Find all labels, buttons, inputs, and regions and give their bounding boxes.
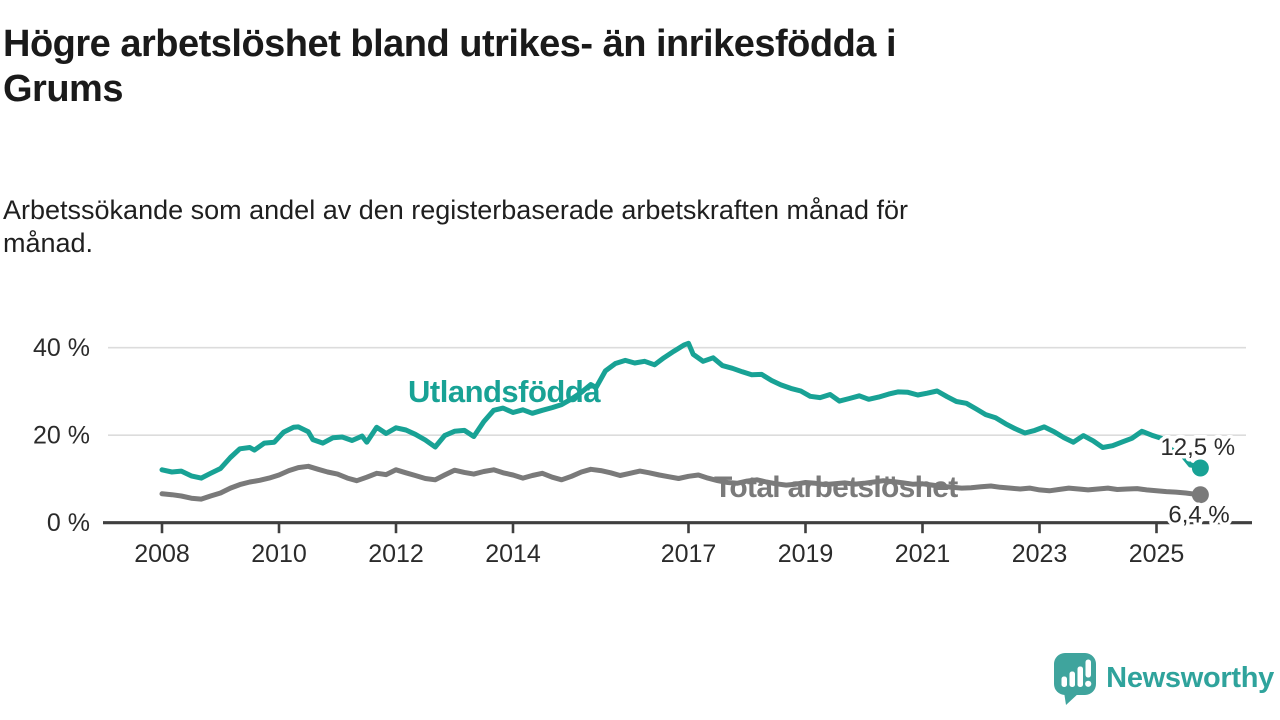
x-tick-label: 2019 xyxy=(778,540,834,568)
y-tick-label: 20 % xyxy=(33,422,90,450)
data-series xyxy=(159,340,1209,504)
utlandsfodda-line xyxy=(159,340,1203,481)
x-axis: 2008 2010 2012 2014 2017 2019 2021 2023 2025 xyxy=(103,521,1252,568)
page-title: Högre arbetslöshet bland utrikes- än inr… xyxy=(3,23,897,110)
utlandsfodda-end-dot xyxy=(1191,459,1209,477)
utlandsfodda-series-label: Utlandsfödda xyxy=(408,374,601,409)
x-tick-label: 2025 xyxy=(1129,540,1185,568)
x-tick-label: 2008 xyxy=(134,540,190,568)
newsworthy-speech-bubble-bar-chart-icon xyxy=(1054,652,1097,705)
newsworthy-wordmark: Newsworthy xyxy=(1106,661,1274,694)
x-tick-label: 2023 xyxy=(1012,540,1068,568)
total-arbetsloshet-line xyxy=(159,463,1203,502)
utlandsfodda-end-value-label: 12,5 % xyxy=(1160,434,1235,461)
x-tick-label: 2017 xyxy=(661,540,717,568)
y-tick-label: 40 % xyxy=(33,334,90,362)
x-tick-label: 2010 xyxy=(251,540,307,568)
x-tick-label: 2014 xyxy=(485,540,541,568)
y-tick-label: 0 % xyxy=(47,509,90,537)
total-end-dot xyxy=(1191,486,1209,504)
unemployment-line-chart: 0 % 20 % 40 % 2008 2010 2012 2014 2017 2019 2021… xyxy=(0,320,1280,580)
chart-subtitle: Arbetssökande som andel av den registerb… xyxy=(3,195,909,258)
total-end-value-label: 6,4 % xyxy=(1168,502,1229,529)
chart-labels: Utlandsfödda Total arbetslöshet 12,5 % 6,4 … xyxy=(408,374,1239,532)
x-tick-label: 2012 xyxy=(368,540,424,568)
total-series-label: Total arbetslöshet xyxy=(714,471,958,504)
x-tick-label: 2021 xyxy=(895,540,951,568)
chart-canvas: 0 % 20 % 40 % 2008 2010 2012 2014 2017 2019 2021… xyxy=(33,334,1252,568)
newsworthy-logo: Newsworthy xyxy=(1053,650,1274,706)
